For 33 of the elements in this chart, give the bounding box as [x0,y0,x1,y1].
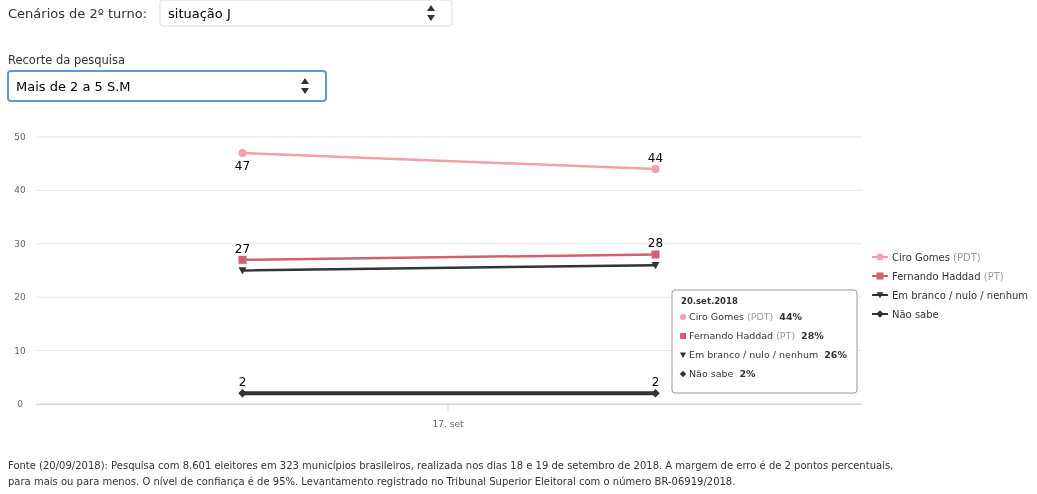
y-tick-label: 50 [14,132,26,142]
y-tick-label: 20 [14,292,26,303]
y-tick-label: 10 [14,345,26,356]
annotation: 20.set.2018 [681,296,738,306]
y-tick-label: 40 [14,185,26,196]
legend-label: Ciro Gomes (PDT) [892,252,981,263]
legend-label: Fernando Haddad (PT) [892,271,1004,282]
point [238,389,247,398]
point [238,149,247,158]
annotation: Em branco / nulo / nenhum 26% [689,349,848,360]
point [651,165,660,174]
text: situação J [168,6,231,21]
y-tick-label: 30 [14,238,26,249]
text: Mais de 2 a 5 S.M [16,79,131,94]
data-label: 44 [647,151,664,166]
data-label: 28 [647,236,664,251]
data-label: 47 [234,159,251,174]
annotation: Ciro Gomes (PDT) 44% [689,311,803,322]
annotation: Não sabe 2% [689,368,757,379]
text: 17. set [432,419,464,429]
point [651,250,660,259]
data-label: 2 [651,375,660,390]
point [238,255,247,264]
data-label: 2 [238,375,247,390]
annotation: Fernando Haddad (PT) 28% [689,330,825,341]
legend-label: Em branco / nulo / nenhum [892,290,1029,301]
legend-label: Não sabe [892,309,939,320]
point [651,389,660,398]
data-label: 27 [234,241,251,256]
y-tick-label: 0 [17,399,24,409]
text: Cenários de 2º turno: [8,6,148,21]
source-note: Fonte (20/09/2018): Pesquisa com 8.601 eleitores em 323 municípios brasileiros, realizada nos dias 18 e 19 de setembro de 2018. A margem de erro é de 2 pontos percentuais, para mais ou para menos. O nível de confiança é de 95%. Levantamento registrado no Tribunal Superior Eleitoral com o número BR-06919/2018. [8,460,894,487]
text: Recorte da pesquisa [8,53,126,67]
